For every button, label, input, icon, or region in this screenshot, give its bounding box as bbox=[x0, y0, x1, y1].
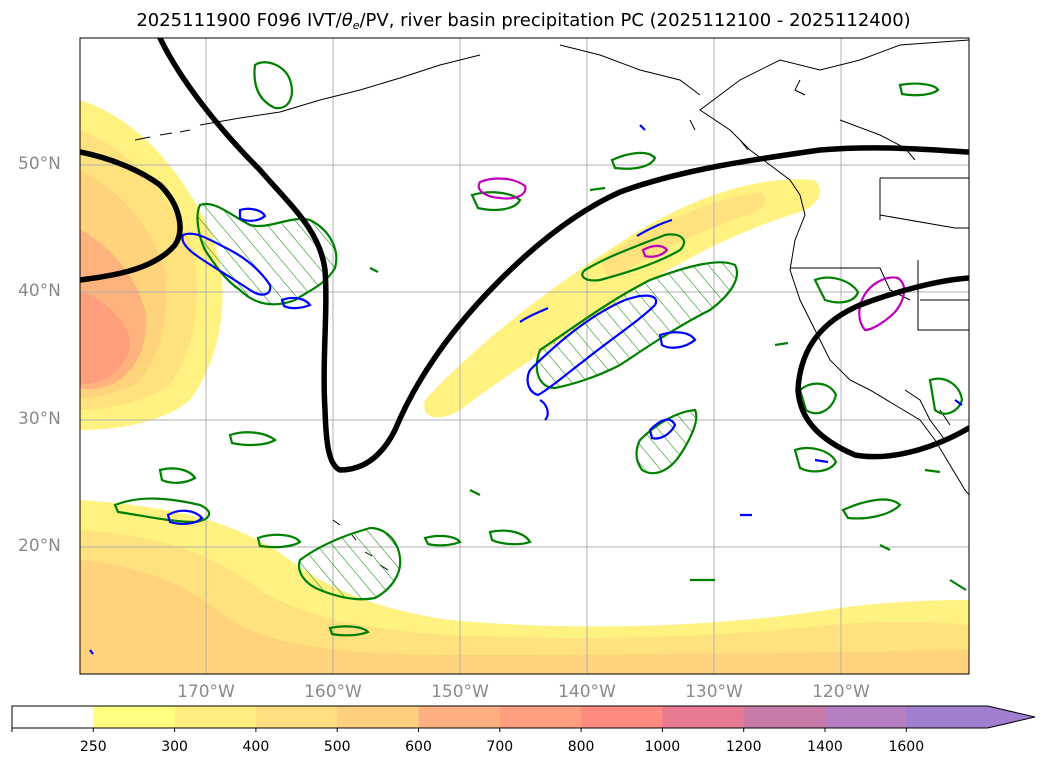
colorbar-tick-label: 700 bbox=[486, 739, 514, 755]
lon-label-160w: 160°W bbox=[304, 682, 362, 702]
ivt-fill-south bbox=[80, 500, 969, 674]
map-title: 2025111900 F096 IVT/θe/PV, river basin p… bbox=[0, 10, 1047, 32]
lon-label-170w: 170°W bbox=[177, 682, 235, 702]
colorbar-tick-label: 1400 bbox=[807, 739, 843, 755]
coastlines bbox=[134, 39, 969, 571]
map-border bbox=[79, 37, 970, 675]
colorbar-segment bbox=[499, 706, 582, 728]
lat-label-50n: 50°N bbox=[18, 154, 61, 174]
colorbar-segment bbox=[255, 706, 338, 728]
colorbar-segment bbox=[174, 706, 257, 728]
lon-label-130w: 130°W bbox=[685, 682, 743, 702]
precip-magenta-contours bbox=[477, 177, 906, 332]
colorbar-tick-label: 1000 bbox=[644, 739, 681, 755]
colorbar-tick-label: 600 bbox=[405, 739, 432, 755]
title-theta-subscript: e bbox=[352, 19, 360, 32]
lat-label-20n: 20°N bbox=[18, 536, 61, 556]
colorbar-segment bbox=[418, 706, 501, 728]
title-prefix: 2025111900 F096 IVT/ bbox=[136, 10, 342, 31]
precip-blue-contours bbox=[89, 124, 963, 655]
colorbar-segment bbox=[662, 706, 745, 728]
lat-label-40n: 40°N bbox=[18, 281, 61, 301]
colorbar-segment bbox=[743, 706, 826, 728]
colorbar-tick-label: 1200 bbox=[725, 739, 762, 755]
lon-label-150w: 150°W bbox=[431, 682, 489, 702]
lon-label-120w: 120°W bbox=[812, 682, 870, 702]
lon-label-140w: 140°W bbox=[558, 682, 616, 702]
colorbar bbox=[11, 705, 1036, 732]
colorbar-extension bbox=[906, 706, 1035, 728]
title-suffix: /PV, river basin precipitation PC (20251… bbox=[359, 10, 911, 31]
colorbar-tick-label: 300 bbox=[161, 739, 188, 755]
map-area bbox=[80, 38, 969, 674]
colorbar-segment bbox=[93, 706, 176, 728]
ivt-contours bbox=[80, 38, 969, 473]
colorbar-segment bbox=[825, 706, 907, 728]
colorbar-tick-label: 250 bbox=[79, 739, 107, 755]
colorbar-outline bbox=[11, 705, 1036, 729]
colorbar-segment bbox=[12, 706, 94, 728]
colorbar-tick-label: 1600 bbox=[888, 739, 925, 755]
colorbar-segment bbox=[581, 706, 663, 728]
colorbar-tick-label: 400 bbox=[242, 739, 270, 755]
colorbar-tick-label: 500 bbox=[323, 739, 351, 755]
colorbar-tick-label: 800 bbox=[567, 739, 595, 755]
lat-label-30n: 30°N bbox=[18, 409, 61, 429]
title-theta: θ bbox=[341, 10, 353, 31]
colorbar-segment bbox=[337, 706, 419, 728]
